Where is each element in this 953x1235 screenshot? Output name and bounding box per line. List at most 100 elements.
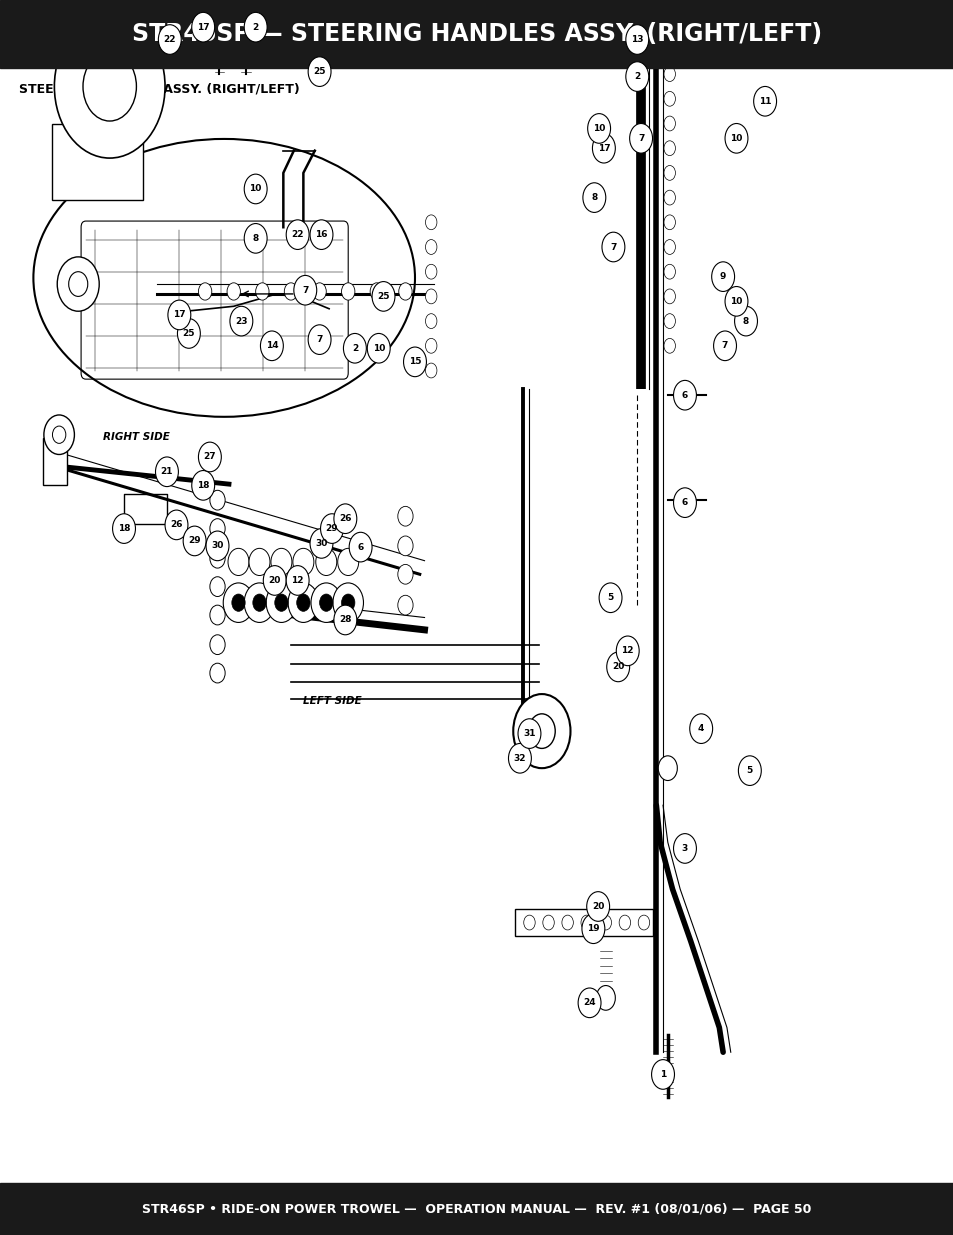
Circle shape	[210, 635, 225, 655]
Text: 1: 1	[659, 1070, 665, 1079]
Circle shape	[286, 566, 309, 595]
Text: 26: 26	[338, 514, 352, 524]
Circle shape	[592, 133, 615, 163]
Text: 2: 2	[253, 22, 258, 32]
Text: 8: 8	[253, 233, 258, 243]
Text: 19: 19	[586, 924, 599, 934]
Circle shape	[425, 240, 436, 254]
Circle shape	[601, 232, 624, 262]
Text: 6: 6	[681, 498, 687, 508]
Text: 21: 21	[160, 467, 173, 477]
Circle shape	[333, 583, 363, 622]
Circle shape	[210, 663, 225, 683]
Circle shape	[517, 719, 540, 748]
Circle shape	[69, 272, 88, 296]
Circle shape	[271, 548, 292, 576]
Circle shape	[397, 564, 413, 584]
Circle shape	[313, 283, 326, 300]
Circle shape	[663, 190, 675, 205]
Circle shape	[155, 457, 178, 487]
Circle shape	[513, 694, 570, 768]
Text: 10: 10	[730, 296, 741, 306]
Circle shape	[625, 62, 648, 91]
Bar	[0, 0, 953, 68]
Circle shape	[158, 25, 181, 54]
Circle shape	[232, 594, 245, 611]
Circle shape	[596, 986, 615, 1010]
Text: 3: 3	[681, 844, 687, 853]
Text: 12: 12	[620, 646, 634, 656]
Circle shape	[244, 12, 267, 42]
Circle shape	[398, 283, 412, 300]
Text: 18: 18	[196, 480, 210, 490]
Circle shape	[310, 529, 333, 558]
Text: 10: 10	[593, 124, 604, 133]
Circle shape	[724, 287, 747, 316]
Circle shape	[266, 583, 296, 622]
Circle shape	[112, 514, 135, 543]
Text: 32: 32	[513, 753, 526, 763]
Circle shape	[210, 490, 225, 510]
Circle shape	[183, 526, 206, 556]
Circle shape	[658, 756, 677, 781]
Circle shape	[397, 506, 413, 526]
Circle shape	[663, 91, 675, 106]
Circle shape	[618, 915, 630, 930]
Text: 22: 22	[163, 35, 176, 44]
Text: 17: 17	[597, 143, 610, 153]
Circle shape	[308, 57, 331, 86]
Circle shape	[663, 338, 675, 353]
Circle shape	[689, 714, 712, 743]
Text: 25: 25	[376, 291, 390, 301]
Circle shape	[734, 306, 757, 336]
Text: 6: 6	[357, 542, 363, 552]
Circle shape	[663, 289, 675, 304]
Text: 7: 7	[316, 335, 322, 345]
Circle shape	[663, 165, 675, 180]
Text: 5: 5	[607, 593, 613, 603]
Circle shape	[651, 1060, 674, 1089]
Circle shape	[616, 636, 639, 666]
Circle shape	[337, 548, 358, 576]
Text: 11: 11	[758, 96, 771, 106]
Text: 10: 10	[730, 133, 741, 143]
Circle shape	[227, 283, 240, 300]
Text: 26: 26	[170, 520, 183, 530]
Text: 10: 10	[373, 343, 384, 353]
Text: 15: 15	[408, 357, 421, 367]
Circle shape	[606, 652, 629, 682]
Circle shape	[260, 331, 283, 361]
Text: STEERING HANDLES ASSY. (RIGHT/LEFT): STEERING HANDLES ASSY. (RIGHT/LEFT)	[19, 83, 299, 96]
Circle shape	[625, 25, 648, 54]
Bar	[55, 27, 389, 47]
Circle shape	[372, 282, 395, 311]
Circle shape	[638, 915, 649, 930]
Text: STR46SP • RIDE-ON POWER TROWEL —  OPERATION MANUAL —  REV. #1 (08/01/06) —  PAGE: STR46SP • RIDE-ON POWER TROWEL — OPERATI…	[142, 1203, 811, 1215]
Circle shape	[523, 915, 535, 930]
Text: 6: 6	[681, 390, 687, 400]
Circle shape	[425, 314, 436, 329]
Circle shape	[343, 333, 366, 363]
Circle shape	[587, 114, 610, 143]
Circle shape	[713, 331, 736, 361]
Circle shape	[192, 12, 214, 42]
Circle shape	[198, 442, 221, 472]
Text: 9: 9	[720, 272, 725, 282]
Text: 17: 17	[172, 310, 186, 320]
Circle shape	[293, 548, 314, 576]
Circle shape	[319, 594, 333, 611]
Text: 7: 7	[638, 133, 643, 143]
Circle shape	[177, 319, 200, 348]
Text: 24: 24	[582, 998, 596, 1008]
Circle shape	[425, 264, 436, 279]
Circle shape	[341, 283, 355, 300]
Text: STR46SP — STEERING HANDLES ASSY. (RIGHT/LEFT): STR46SP — STEERING HANDLES ASSY. (RIGHT/…	[132, 22, 821, 46]
Circle shape	[582, 183, 605, 212]
Text: 30: 30	[212, 541, 223, 551]
Text: 23: 23	[234, 316, 248, 326]
Circle shape	[168, 300, 191, 330]
Circle shape	[724, 124, 747, 153]
Text: 2: 2	[634, 72, 639, 82]
Circle shape	[263, 566, 286, 595]
Text: 28: 28	[338, 615, 352, 625]
